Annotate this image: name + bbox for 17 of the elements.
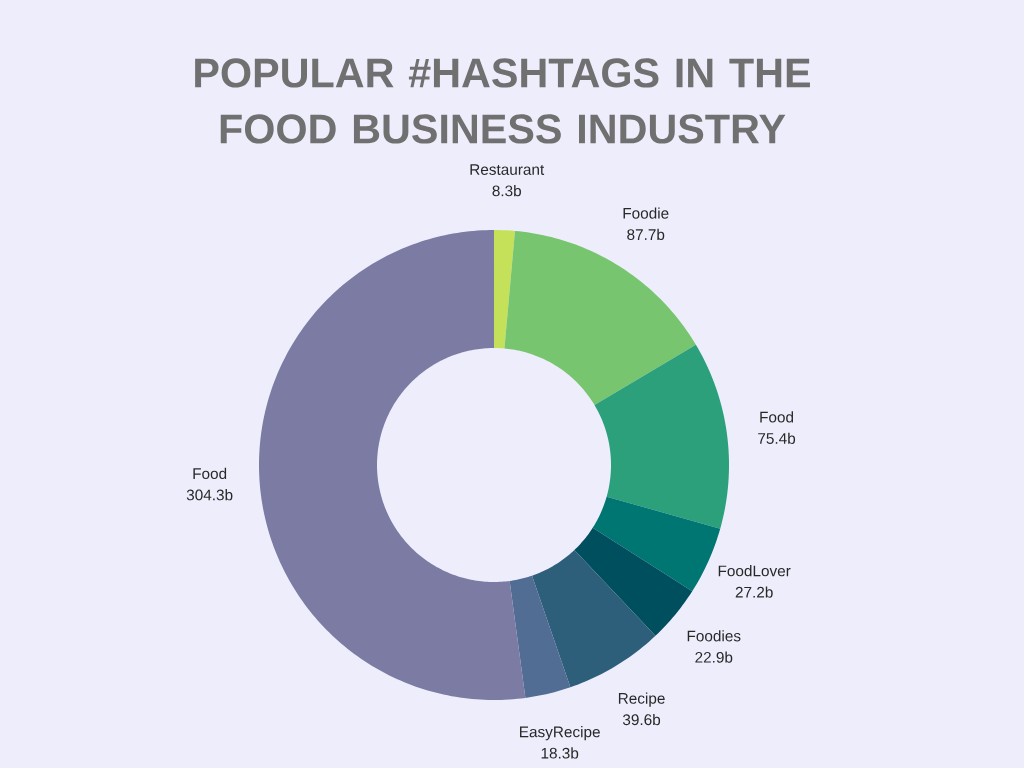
slice-label: FoodLover [718, 565, 791, 577]
slice-label: Food [760, 411, 794, 423]
data-label: 8.3b [492, 185, 522, 197]
data-label: 39.6b [622, 713, 661, 726]
data-label: 27.2b [735, 586, 773, 598]
slice-label: Foodie [623, 207, 669, 219]
slice-label: Recipe [618, 692, 665, 707]
data-label: 18.3b [541, 747, 579, 759]
slice-label: Food [193, 467, 227, 480]
slice-label: Foodies [687, 630, 741, 642]
data-label: 75.4b [758, 432, 796, 444]
chart-title: POPULAR #HASHTAGS IN THE FOOD BUSINESS INDUSTRY [195, 58, 810, 144]
slice-label: EasyRecipe [520, 726, 600, 741]
data-label: 22.9b [695, 651, 733, 663]
slice-label: Restaurant [470, 164, 545, 175]
data-label: 304.3b [186, 489, 233, 501]
data-label: 87.7b [627, 228, 665, 241]
